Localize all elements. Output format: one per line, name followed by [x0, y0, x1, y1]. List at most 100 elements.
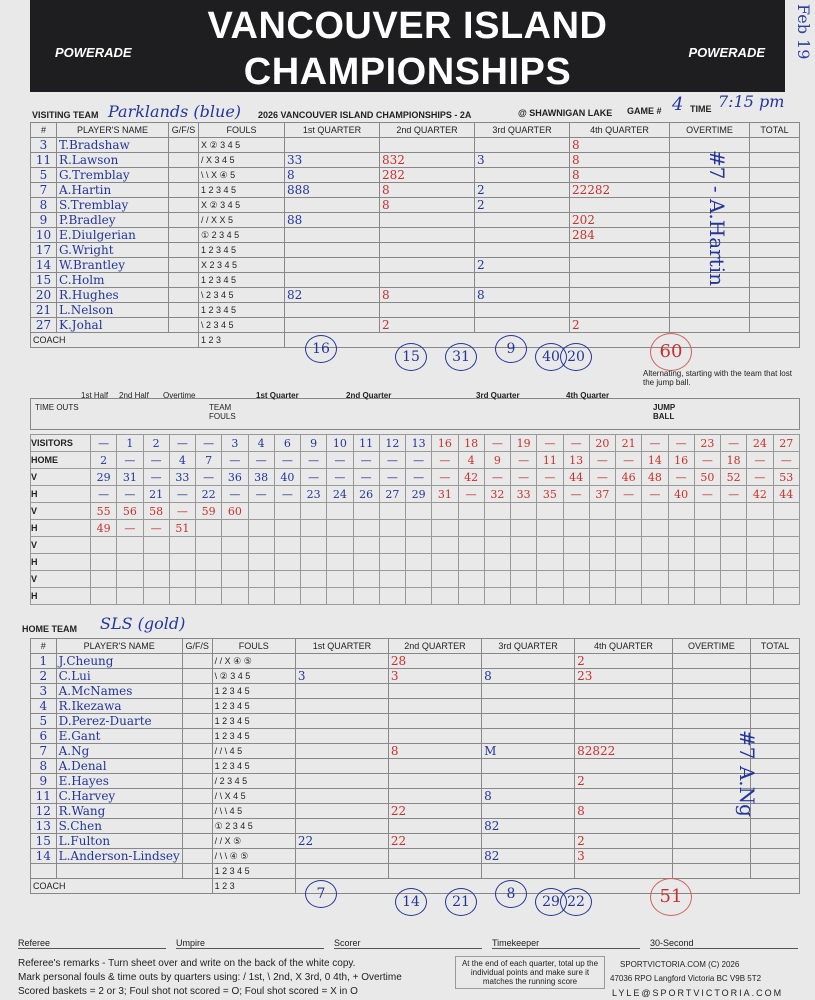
score-cell [719, 570, 748, 588]
score-cell [562, 570, 590, 588]
column-header: OVERTIME [669, 122, 750, 138]
score-cell [89, 553, 118, 571]
score-cell [536, 519, 564, 537]
score-cell: — [142, 468, 170, 486]
score-cell [352, 536, 380, 554]
score-cell [588, 502, 617, 520]
score-cell: 9 [299, 434, 328, 452]
gfs-cell [181, 833, 213, 849]
player-row: 3 T.Bradshaw X ② 3 4 5 8 [30, 137, 800, 153]
score-cell [247, 570, 275, 588]
player-name: A.McNames [55, 683, 183, 699]
player-number: 7 [30, 182, 57, 198]
score-cell [746, 570, 774, 588]
player-points-q4: 2 [574, 773, 673, 789]
score-cell: — [667, 434, 695, 452]
score-cell: 26 [352, 485, 380, 503]
score-cell [536, 536, 564, 554]
player-name: L.Fulton [55, 833, 183, 849]
player-points-q3 [474, 317, 570, 333]
score-cell: — [352, 468, 380, 486]
player-points-q2 [387, 713, 483, 729]
score-cell: 31 [431, 485, 459, 503]
score-cell [588, 570, 617, 588]
player-points-q1 [294, 758, 389, 774]
official-scorer: Scorer [334, 938, 482, 949]
score-cell [667, 570, 695, 588]
player-fouls: ① 2 3 4 5 [198, 227, 285, 243]
score-cell [89, 570, 118, 588]
score-cell: 13 [404, 434, 433, 452]
player-points-q4 [569, 257, 670, 273]
score-cell [378, 519, 407, 537]
score-cell: 14 [641, 451, 669, 469]
score-cell: 1 [116, 434, 144, 452]
column-header: 4th QUARTER [569, 122, 670, 138]
player-fouls: X 2 3 4 5 [198, 257, 285, 273]
score-cell: — [536, 468, 564, 486]
score-cell [562, 536, 590, 554]
powerade-logo: POWERADE [688, 45, 765, 60]
gfs-cell [168, 197, 199, 213]
score-cell [142, 536, 170, 554]
time-outs-label: TIME OUTS [35, 403, 79, 412]
player-row: 9 P.Bradley / / X X 5 88 202 [30, 212, 800, 228]
player-number: 9 [30, 773, 57, 789]
player-number: 3 [30, 683, 57, 699]
player-points-q4: 8 [569, 152, 670, 168]
player-number: 7 [30, 743, 57, 759]
score-cell [614, 587, 643, 605]
total-cell [749, 287, 800, 303]
score-cell: 24 [326, 485, 354, 503]
score-cell [588, 519, 617, 537]
score-cell: — [326, 451, 354, 469]
player-points-q3 [474, 272, 570, 288]
score-cell [667, 587, 695, 605]
player-points-q1 [284, 137, 380, 153]
score-cell [89, 587, 118, 605]
score-cell [457, 553, 485, 571]
player-number: 15 [30, 833, 57, 849]
player-number: 5 [30, 713, 57, 729]
fouls-timeouts-section: TIME OUTS 1st Half 2nd Half Overtime TEA… [30, 369, 800, 430]
score-cell [772, 519, 800, 537]
player-points-q4: 8 [569, 137, 670, 153]
player-fouls: X ② 3 4 5 [198, 137, 285, 153]
score-cell [693, 502, 722, 520]
total-cell [749, 182, 800, 198]
player-row: 4 R.Ikezawa 1 2 3 4 5 [30, 698, 800, 714]
player-points-q1: 3 [294, 668, 389, 684]
player-points-q4 [569, 197, 670, 213]
score-cell [299, 587, 328, 605]
player-points-q4 [569, 302, 670, 318]
score-cell [247, 519, 275, 537]
player-row: 11 R.Lawson / X 3 4 5 33 832 3 8 [30, 152, 800, 168]
player-points-q4: 3 [574, 848, 673, 864]
score-cell [404, 536, 433, 554]
player-points-q3 [481, 683, 576, 699]
player-points-q2: 3 [387, 668, 483, 684]
player-points-q2: 28 [387, 653, 483, 669]
overtime-cell [669, 317, 750, 333]
running-total-circle: 51 [650, 878, 692, 916]
player-fouls: / / \ 4 5 [211, 743, 296, 759]
score-cell: 44 [562, 468, 590, 486]
overtime-cell [671, 653, 752, 669]
score-cell [404, 570, 433, 588]
score-cell [457, 587, 485, 605]
score-cell [352, 502, 380, 520]
player-number: 11 [30, 788, 57, 804]
total-cell [749, 242, 800, 258]
player-points-q3: 2 [474, 197, 570, 213]
player-number: 14 [30, 257, 57, 273]
overtime-cell [671, 698, 752, 714]
gfs-cell [168, 137, 199, 153]
score-cell [116, 587, 144, 605]
score-cell [509, 536, 538, 554]
player-points-q3 [474, 167, 570, 183]
player-name: P.Bradley [56, 212, 169, 228]
score-cell: 3 [221, 434, 249, 452]
quarter-total-circle: 7 [305, 880, 337, 908]
score-cell [194, 553, 223, 571]
player-row: 1 J.Cheung / / X ④ ⑤ 28 2 [30, 653, 800, 669]
